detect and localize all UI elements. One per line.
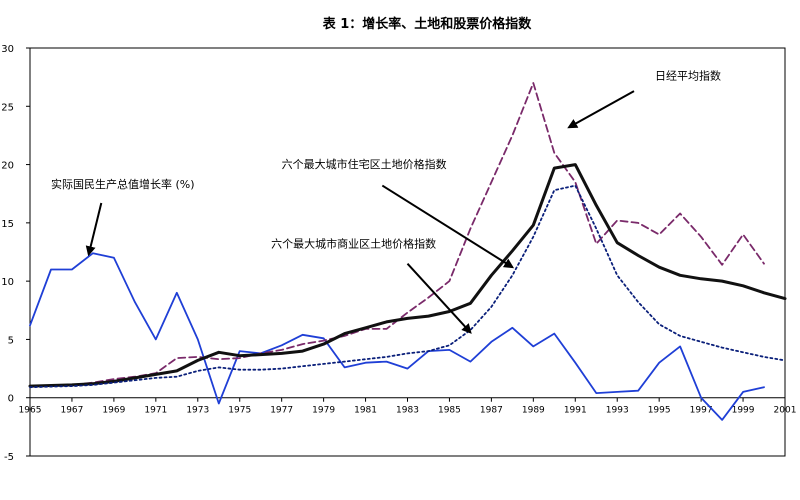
x-tick-label: 2001 bbox=[774, 406, 797, 416]
x-tick-label: 1983 bbox=[396, 406, 419, 416]
x-tick-label: 1967 bbox=[60, 406, 83, 416]
gnp-arrow bbox=[85, 202, 103, 257]
x-tick-label: 1995 bbox=[648, 406, 671, 416]
y-tick-label: 20 bbox=[1, 161, 14, 172]
x-tick-label: 1987 bbox=[480, 406, 503, 416]
x-tick-label: 1989 bbox=[522, 406, 545, 416]
x-tick-label: 1973 bbox=[186, 406, 209, 416]
gnp-growth-line bbox=[29, 252, 765, 421]
y-tick-label: 5 bbox=[8, 335, 14, 346]
y-tick-label: 25 bbox=[1, 102, 14, 113]
x-tick-label: 1991 bbox=[564, 406, 587, 416]
commercial-label: 六个最大城市商业区土地价格指数 bbox=[271, 236, 436, 250]
plot-frame bbox=[29, 47, 786, 457]
x-tick-label: 1999 bbox=[732, 406, 755, 416]
x-tick-label: 1965 bbox=[19, 406, 42, 416]
axes: -5 0 5 10 15 20 25 30 1965 1967 1969 1971 1973 1975 19… bbox=[1, 44, 796, 463]
x-tick-label: 1979 bbox=[312, 406, 335, 416]
residential-label: 六个最大城市住宅区土地价格指数 bbox=[282, 157, 447, 171]
y-tick-label: 30 bbox=[1, 44, 14, 55]
chart-title: 表 1：增长率、土地和股票价格指数 bbox=[322, 16, 533, 32]
x-tick-label: 1977 bbox=[270, 406, 293, 416]
x-tick-label: 1993 bbox=[606, 406, 629, 416]
y-tick-label: -5 bbox=[4, 452, 14, 463]
x-tick-label: 1975 bbox=[228, 406, 251, 416]
annotation-layer: 实际国民生产总值增长率 (%) 日经平均指数六个最大城市住宅区土地价格指数六个最大… bbox=[51, 68, 721, 334]
commercial-land-index-line bbox=[29, 184, 786, 389]
gnp-growth-label: 实际国民生产总值增长率 (%) bbox=[51, 177, 195, 191]
x-tick-label: 1971 bbox=[144, 406, 167, 416]
commercial-arrow bbox=[406, 262, 472, 334]
x-tick-label: 1985 bbox=[438, 406, 461, 416]
y-tick-label: 15 bbox=[1, 219, 14, 230]
series-layer bbox=[28, 82, 787, 421]
x-tick-label: 1969 bbox=[102, 406, 125, 416]
y-tick-label: 0 bbox=[8, 394, 14, 405]
x-tick-label: 1981 bbox=[354, 406, 377, 416]
residential-land-index-line bbox=[28, 163, 787, 388]
nikkei-arrow bbox=[567, 90, 635, 129]
nikkei-index-line bbox=[29, 82, 765, 388]
nikkei-label: 日经平均指数 bbox=[655, 68, 721, 82]
y-tick-label: 10 bbox=[1, 277, 14, 288]
residential-arrow bbox=[381, 184, 515, 269]
x-tick-label: 1997 bbox=[690, 406, 713, 416]
